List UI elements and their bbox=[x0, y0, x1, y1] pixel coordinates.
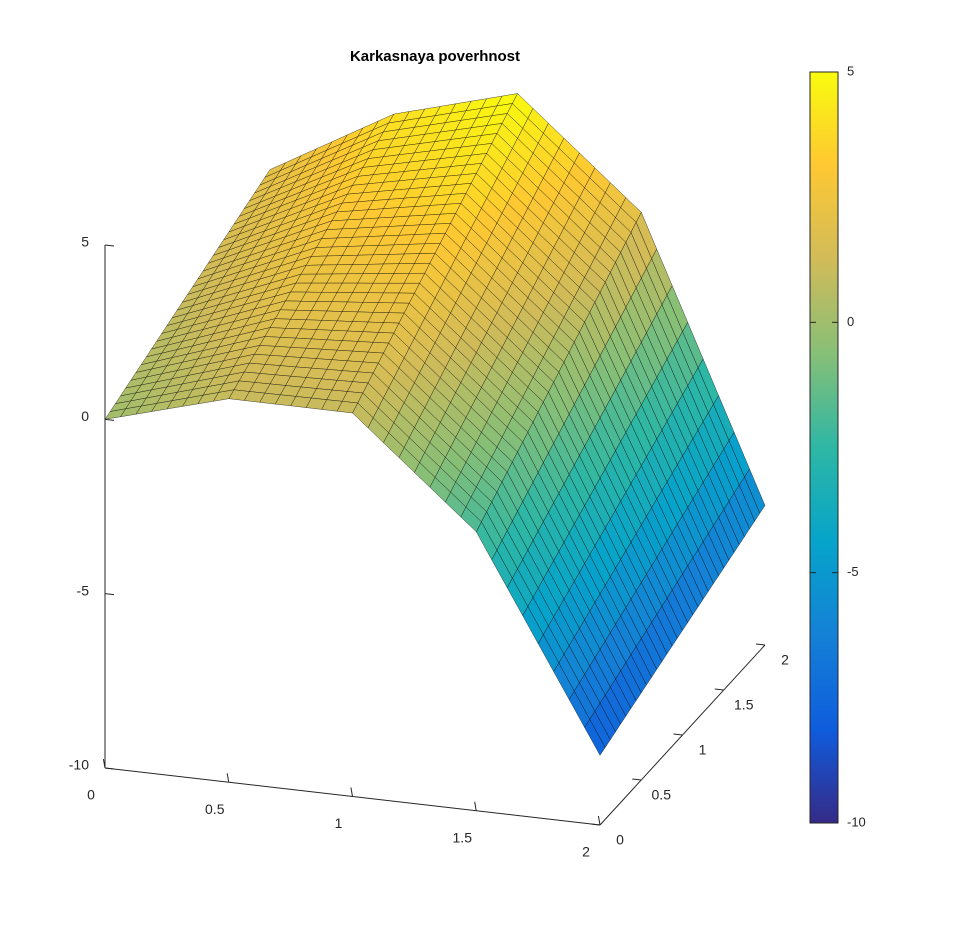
colorbar bbox=[809, 71, 839, 824]
x-tick bbox=[474, 801, 477, 811]
z-tick-label: -5 bbox=[77, 582, 90, 598]
y-tick bbox=[590, 823, 601, 826]
y-tick-label: 0 bbox=[616, 832, 624, 848]
z-tick bbox=[104, 767, 115, 770]
x-tick-label: 0.5 bbox=[205, 801, 225, 817]
surface-facet bbox=[104, 408, 126, 420]
x-tick-label: 2 bbox=[582, 844, 590, 860]
colorbar-tick-label: 5 bbox=[847, 63, 854, 78]
y-tick bbox=[673, 733, 683, 736]
colorbar-tick-label: -5 bbox=[847, 564, 859, 579]
colorbar-tick-label: 0 bbox=[847, 314, 854, 329]
z-tick-label: -10 bbox=[69, 757, 89, 773]
y-tick bbox=[714, 688, 724, 691]
chart-title: Karkasnaya poverhnost bbox=[350, 48, 520, 65]
x-tick bbox=[102, 758, 106, 769]
y-tick bbox=[632, 778, 642, 781]
z-tick bbox=[104, 244, 115, 247]
z-tick bbox=[104, 418, 115, 421]
x-tick bbox=[350, 787, 353, 797]
z-tick-label: 0 bbox=[81, 408, 89, 424]
y-tick bbox=[755, 643, 766, 646]
x-tick bbox=[597, 815, 601, 826]
z-tick-label: 5 bbox=[81, 234, 89, 250]
x-tick-label: 0 bbox=[87, 787, 95, 803]
surface bbox=[104, 93, 766, 756]
x-tick bbox=[226, 773, 230, 783]
y-tick-label: 0.5 bbox=[652, 787, 672, 803]
z-tick bbox=[104, 593, 115, 596]
y-tick-label: 2 bbox=[781, 652, 789, 668]
colorbar-tick-label: -10 bbox=[847, 814, 866, 829]
x-tick-label: 1.5 bbox=[453, 829, 473, 845]
x-tick-label: 1 bbox=[335, 815, 343, 831]
y-tick-label: 1.5 bbox=[734, 697, 754, 713]
y-tick-label: 1 bbox=[699, 742, 707, 758]
